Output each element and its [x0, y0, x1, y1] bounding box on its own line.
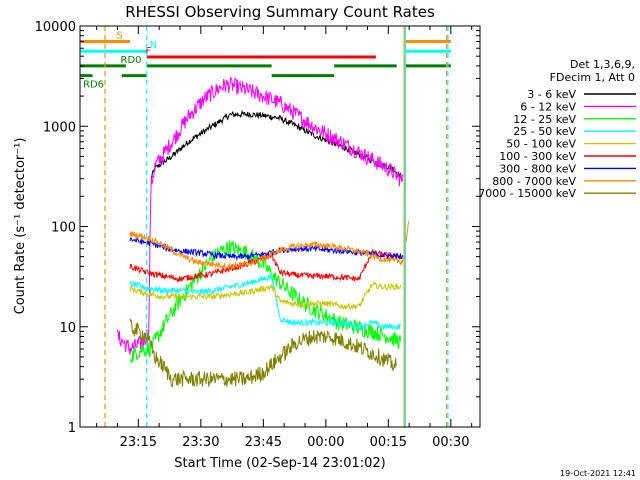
x-tick-label: 23:30 [182, 435, 219, 450]
flag-label-s: S [116, 31, 122, 42]
series-trace-4 [129, 281, 402, 310]
series-layer [117, 76, 410, 388]
series-trace-8 [129, 318, 397, 388]
legend-label-0: 3 - 6 keV [527, 88, 576, 101]
flag-label-f: F [146, 46, 152, 57]
y-tick-label: 10000 [35, 20, 76, 35]
x-axis-label: Start Time (02-Sep-14 23:01:02) [174, 456, 385, 471]
legend-label-2: 12 - 25 keV [513, 113, 576, 126]
y-tick-label: 1 [68, 421, 76, 436]
legend-label-8: 7000 - 15000 keV [478, 187, 576, 200]
y-tick-label: 100 [51, 221, 76, 236]
chart-title: RHESSI Observing Summary Count Rates [125, 3, 435, 21]
x-tick-label: 00:00 [307, 435, 344, 450]
series-trace-0 [150, 109, 403, 182]
x-tick-label: 23:15 [120, 435, 157, 450]
x-tick-label: 00:30 [432, 435, 469, 450]
y-tick-label: 1000 [43, 120, 76, 135]
series-trace-6 [129, 237, 403, 262]
legend-label-4: 50 - 100 keV [506, 138, 576, 151]
legend-label-3: 25 - 50 keV [513, 125, 576, 138]
legend-header-line: FDecim 1, Att 0 [550, 71, 635, 84]
vertical-markers [104, 26, 449, 427]
legend-label-7: 800 - 7000 keV [492, 175, 576, 188]
y-tick-label: 10 [59, 321, 76, 336]
legend-label-1: 6 - 12 keV [520, 100, 576, 113]
x-tick-label: 00:15 [370, 435, 407, 450]
flag-label-rd6: RD6 [83, 80, 104, 91]
legend-header-line: Det 1,3,6,9, [570, 58, 635, 71]
x-axis: 23:15 23:30 23:45 00:00 00:15 00:30 [96, 26, 473, 450]
footer-date: 19-Oct-2021 12:41 [560, 469, 636, 478]
flag-label-n: N [150, 40, 157, 51]
series-trace-3 [129, 274, 402, 331]
legend-label-6: 300 - 800 keV [499, 162, 576, 175]
flags-layer: S NF RD0 RD6 [80, 31, 451, 91]
series-trace-1 [117, 76, 403, 355]
series-trace-7 [129, 221, 410, 271]
y-axis-label: Count Rate (s⁻¹ detector⁻¹) [13, 138, 28, 315]
y-axis: 1 10 100 1000 10000 [35, 20, 480, 436]
x-tick-label: 23:45 [245, 435, 282, 450]
legend-label-5: 100 - 300 keV [499, 150, 576, 163]
flag-label-rd0: RD0 [121, 55, 142, 66]
plot-frame [79, 25, 481, 428]
